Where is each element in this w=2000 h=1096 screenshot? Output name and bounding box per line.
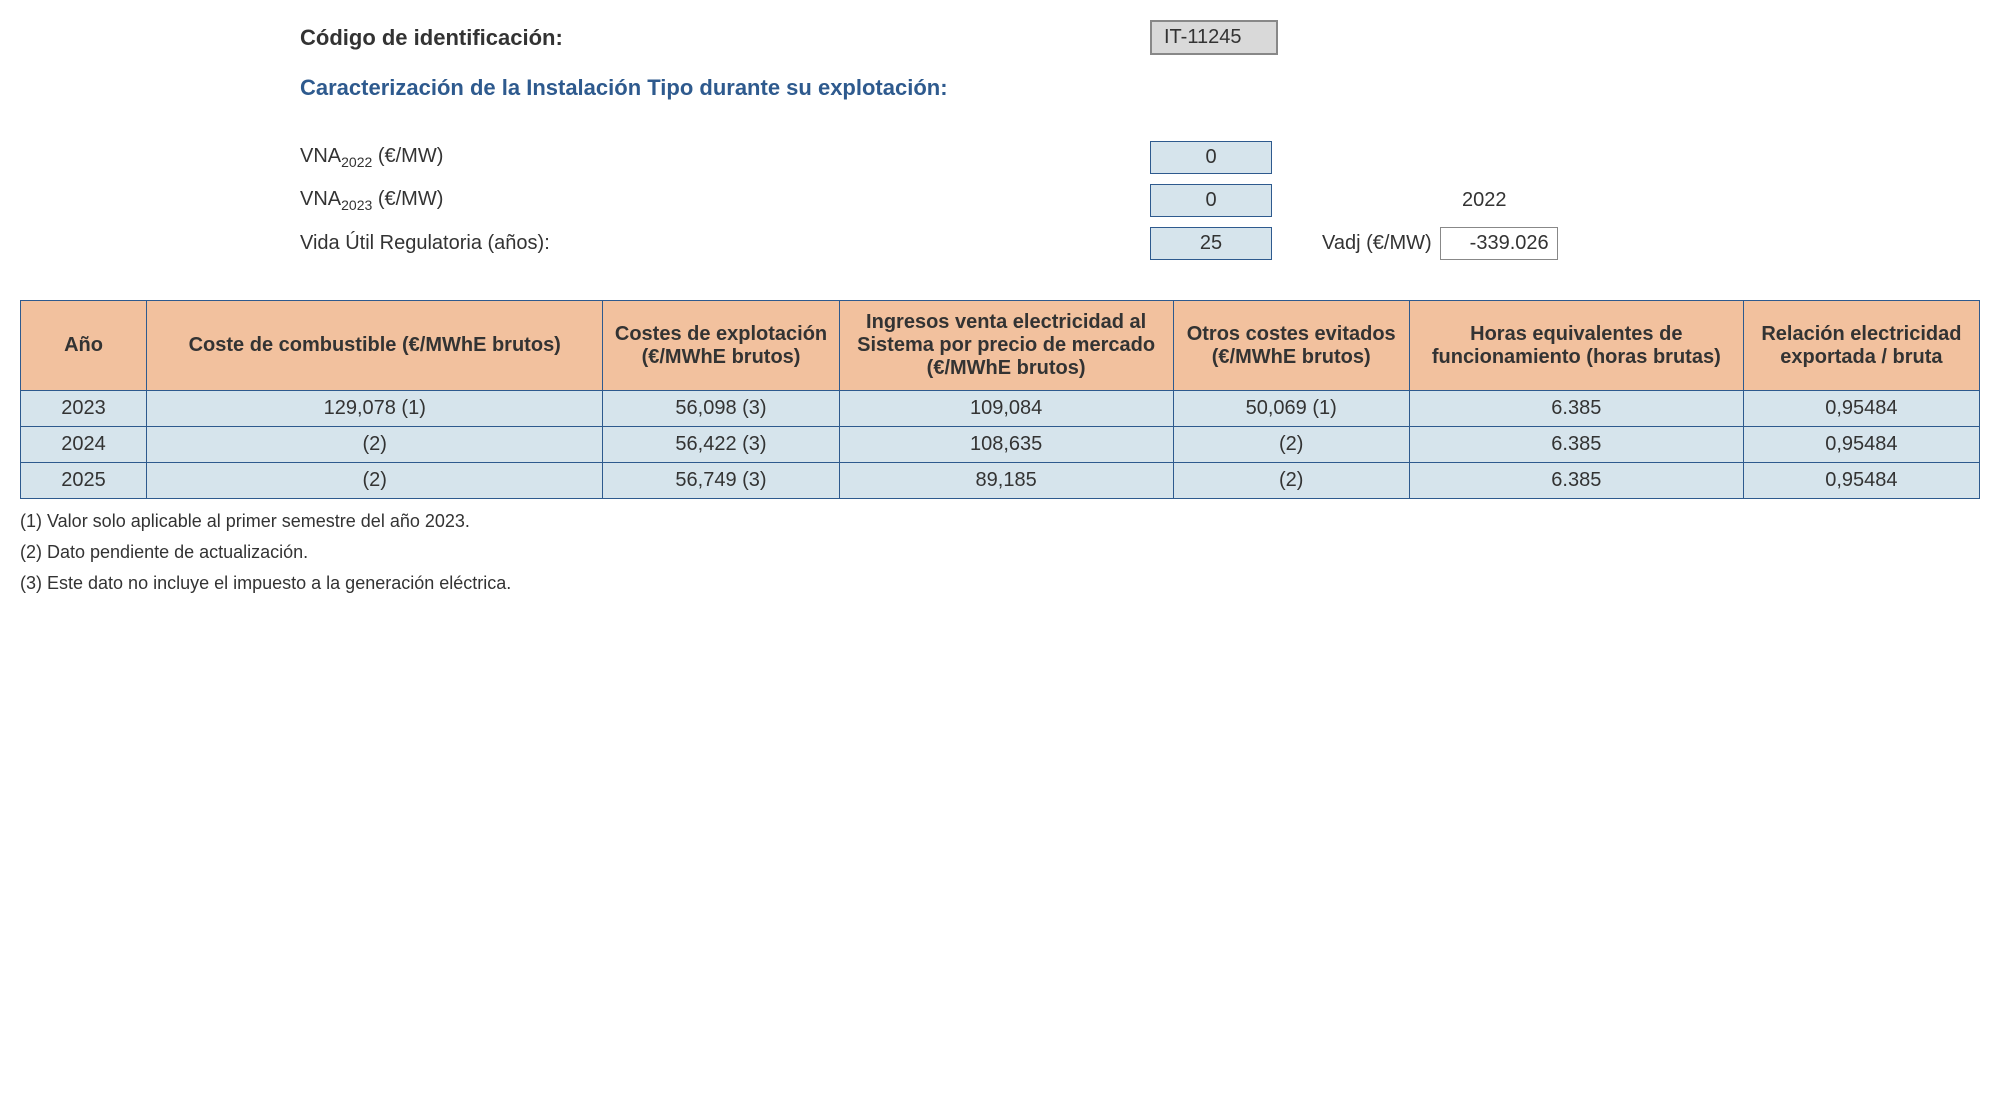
table-header-cell: Horas equivalentes de funcionamiento (ho…	[1409, 301, 1743, 391]
vadj-value: -339.026	[1440, 227, 1558, 260]
table-cell: (2)	[1173, 463, 1409, 499]
table-cell: 2025	[21, 463, 147, 499]
vida-label: Vida Útil Regulatoria (años):	[300, 232, 1150, 255]
table-cell: 109,084	[839, 391, 1173, 427]
table-cell: 89,185	[839, 463, 1173, 499]
footnote: (3) Este dato no incluye el impuesto a l…	[20, 573, 1980, 594]
table-cell: 6.385	[1409, 391, 1743, 427]
table-cell: 56,098 (3)	[603, 391, 839, 427]
year-right: 2022	[1462, 189, 1507, 212]
table-cell: 129,078 (1)	[147, 391, 603, 427]
code-label: Código de identificación:	[300, 25, 1150, 51]
code-value: IT-11245	[1150, 20, 1278, 55]
vna2023-label: VNA2023 (€/MW)	[300, 188, 1150, 213]
section-title: Caracterización de la Instalación Tipo d…	[300, 75, 948, 101]
table-header-cell: Otros costes evitados (€/MWhE brutos)	[1173, 301, 1409, 391]
data-table: AñoCoste de combustible (€/MWhE brutos)C…	[20, 300, 1980, 499]
vadj-label: Vadj (€/MW)	[1322, 232, 1432, 255]
table-cell: 2023	[21, 391, 147, 427]
table-cell: 6.385	[1409, 463, 1743, 499]
vida-value: 25	[1150, 227, 1272, 260]
table-header-cell: Costes de explotación (€/MWhE brutos)	[603, 301, 839, 391]
table-row: 2023129,078 (1)56,098 (3)109,08450,069 (…	[21, 391, 1980, 427]
table-cell: 0,95484	[1743, 427, 1979, 463]
table-cell: (2)	[147, 427, 603, 463]
vna2022-label: VNA2022 (€/MW)	[300, 145, 1150, 170]
table-cell: 2024	[21, 427, 147, 463]
table-row: 2024(2)56,422 (3)108,635(2)6.3850,95484	[21, 427, 1980, 463]
vna2023-value: 0	[1150, 184, 1272, 217]
footnote: (1) Valor solo aplicable al primer semes…	[20, 511, 1980, 532]
vna2022-value: 0	[1150, 141, 1272, 174]
table-header-cell: Relación electricidad exportada / bruta	[1743, 301, 1979, 391]
table-cell: (2)	[147, 463, 603, 499]
table-header-cell: Año	[21, 301, 147, 391]
table-header-cell: Coste de combustible (€/MWhE brutos)	[147, 301, 603, 391]
footnotes: (1) Valor solo aplicable al primer semes…	[20, 511, 1980, 594]
footnote: (2) Dato pendiente de actualización.	[20, 542, 1980, 563]
table-cell: 0,95484	[1743, 463, 1979, 499]
table-cell: 50,069 (1)	[1173, 391, 1409, 427]
table-cell: 6.385	[1409, 427, 1743, 463]
table-cell: 56,422 (3)	[603, 427, 839, 463]
table-cell: (2)	[1173, 427, 1409, 463]
table-cell: 0,95484	[1743, 391, 1979, 427]
table-header-cell: Ingresos venta electricidad al Sistema p…	[839, 301, 1173, 391]
table-row: 2025(2)56,749 (3)89,185(2)6.3850,95484	[21, 463, 1980, 499]
table-cell: 56,749 (3)	[603, 463, 839, 499]
table-cell: 108,635	[839, 427, 1173, 463]
